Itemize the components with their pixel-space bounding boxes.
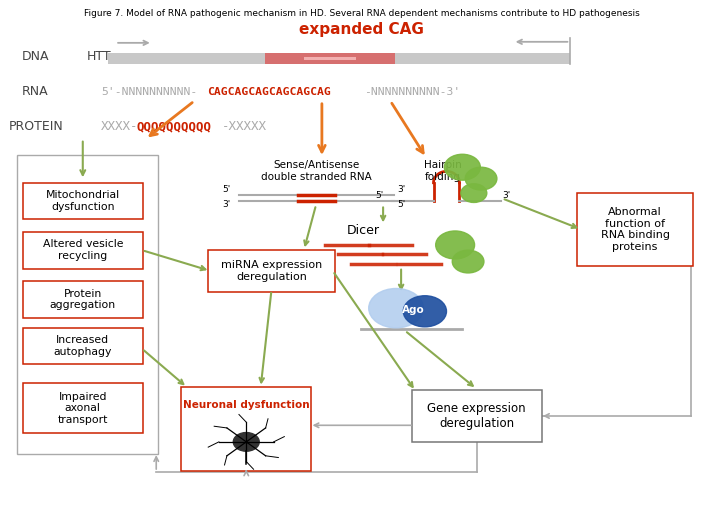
- Text: PROTEIN: PROTEIN: [9, 120, 64, 133]
- Text: expanded CAG: expanded CAG: [299, 22, 424, 38]
- Text: Increased
autophagy: Increased autophagy: [54, 335, 112, 357]
- Text: 3': 3': [222, 200, 231, 209]
- Circle shape: [453, 250, 484, 273]
- Circle shape: [403, 296, 447, 327]
- Text: -NNNNNNNNNN-3': -NNNNNNNNNN-3': [364, 86, 461, 96]
- Text: Mitochondrial
dysfunction: Mitochondrial dysfunction: [46, 190, 120, 212]
- Circle shape: [369, 289, 424, 328]
- Text: HTT: HTT: [86, 51, 111, 64]
- FancyBboxPatch shape: [23, 383, 142, 433]
- Text: miRNA expression
deregulation: miRNA expression deregulation: [221, 260, 322, 282]
- Text: DNA: DNA: [22, 51, 49, 64]
- Text: Protein
aggregation: Protein aggregation: [50, 289, 116, 310]
- Text: Neuronal dysfunction: Neuronal dysfunction: [183, 400, 309, 410]
- Circle shape: [461, 184, 487, 203]
- Text: Abnormal
function of
RNA binding
proteins: Abnormal function of RNA binding protein…: [601, 207, 669, 252]
- FancyBboxPatch shape: [208, 250, 335, 292]
- Circle shape: [234, 432, 260, 451]
- Bar: [265, 53, 395, 64]
- FancyBboxPatch shape: [181, 387, 312, 470]
- Text: QQQQQQQQQQ: QQQQQQQQQQ: [137, 120, 212, 133]
- Text: CAGCAGCAGCAGCAGCAG: CAGCAGCAGCAGCAGCAG: [208, 86, 331, 96]
- Bar: [108, 53, 570, 64]
- FancyBboxPatch shape: [23, 232, 142, 268]
- Text: 3': 3': [397, 185, 405, 194]
- Text: Ago: Ago: [402, 305, 424, 315]
- Text: -XXXXX: -XXXXX: [222, 120, 267, 133]
- Text: RNA: RNA: [22, 85, 48, 98]
- FancyBboxPatch shape: [23, 182, 142, 219]
- FancyBboxPatch shape: [411, 390, 542, 442]
- Bar: [304, 57, 356, 60]
- FancyBboxPatch shape: [577, 193, 693, 266]
- FancyBboxPatch shape: [23, 328, 142, 364]
- Circle shape: [436, 231, 474, 259]
- Text: Gene expression
deregulation: Gene expression deregulation: [427, 402, 526, 430]
- Circle shape: [445, 154, 480, 180]
- Text: 3': 3': [502, 191, 510, 200]
- Text: Impaired
axonal
transport: Impaired axonal transport: [58, 392, 108, 425]
- Text: Figure 7. Model of RNA pathogenic mechanism in HD. Several RNA dependent mechani: Figure 7. Model of RNA pathogenic mechan…: [84, 9, 639, 18]
- Text: 5': 5': [397, 200, 405, 209]
- Text: Sense/Antisense
double stranded RNA: Sense/Antisense double stranded RNA: [262, 160, 372, 182]
- Text: XXXX-: XXXX-: [100, 120, 138, 133]
- Text: 5': 5': [375, 191, 384, 200]
- FancyBboxPatch shape: [23, 281, 142, 318]
- Text: 5'-NNNNNNNNNN-: 5'-NNNNNNNNNN-: [100, 86, 197, 96]
- Text: Hairpin
folding: Hairpin folding: [424, 160, 462, 182]
- Text: Dicer: Dicer: [347, 224, 380, 237]
- Text: Altered vesicle
recycling: Altered vesicle recycling: [43, 239, 123, 261]
- Text: 5': 5': [222, 185, 231, 194]
- Circle shape: [465, 167, 497, 190]
